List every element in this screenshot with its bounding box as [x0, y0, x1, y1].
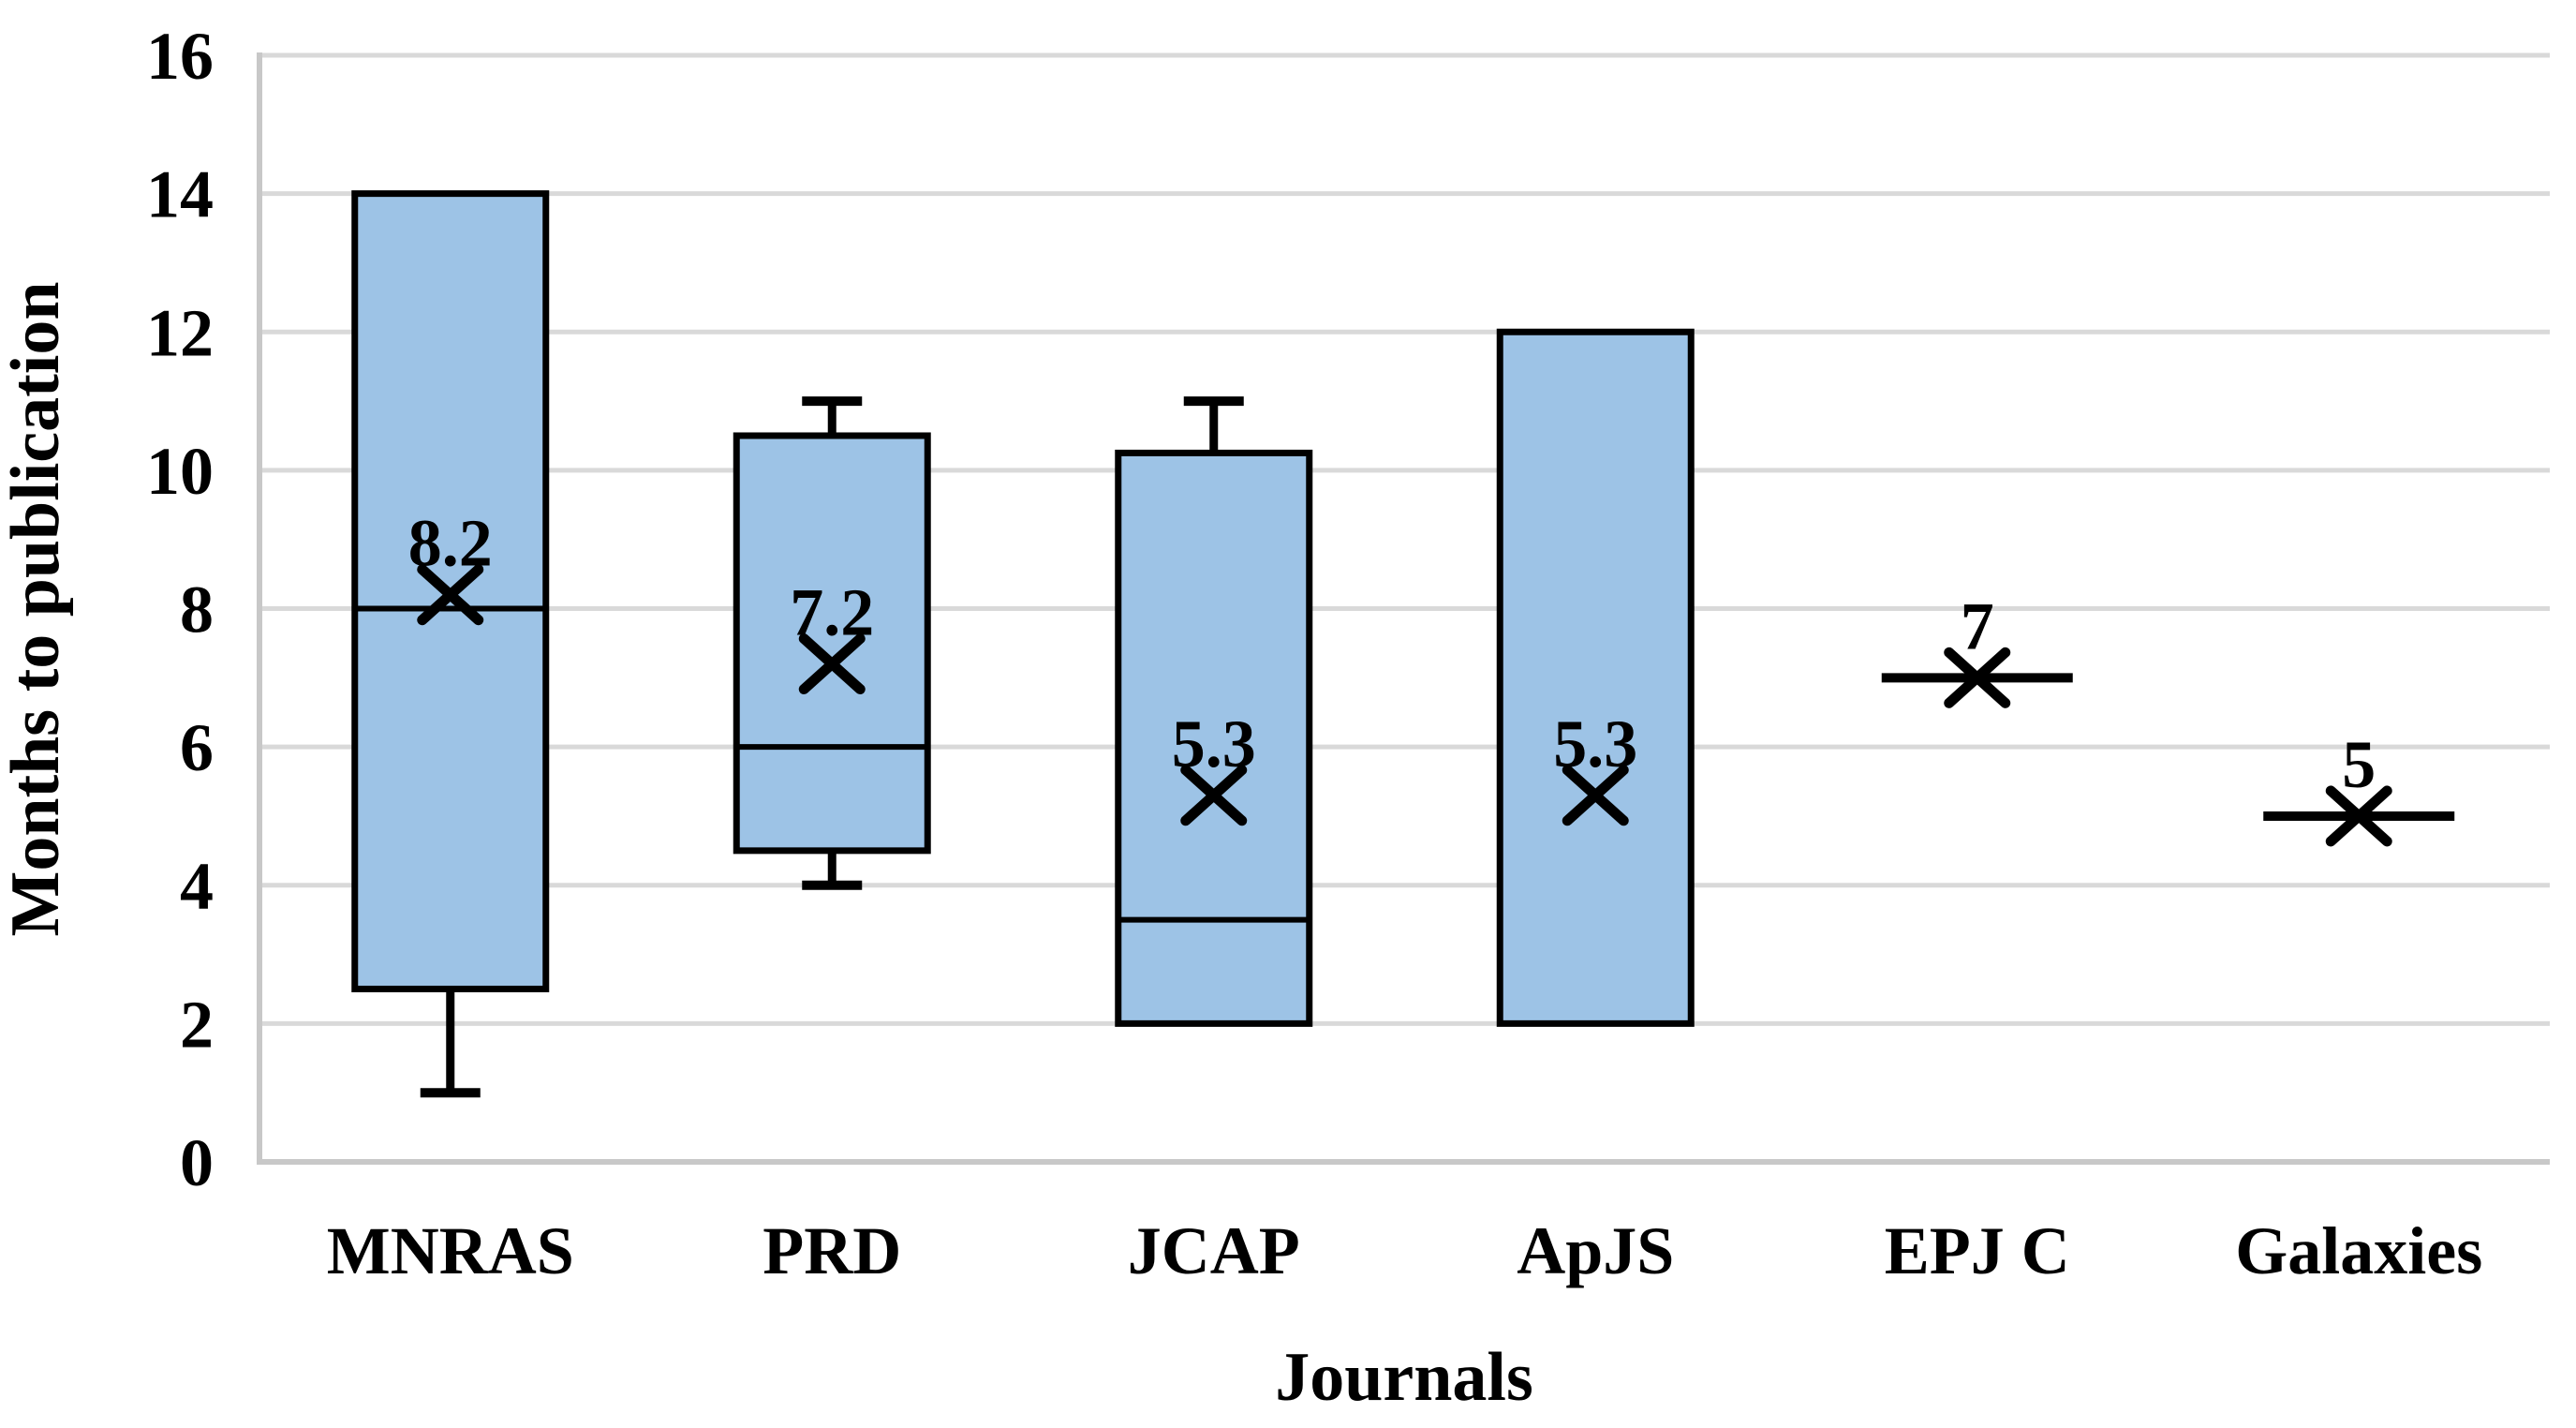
y-tick-label: 0: [180, 1125, 214, 1200]
mean-x-marker: [798, 633, 866, 695]
labels-layer: 0 2 4 6 8 10 12 14 16 8.2 MNRAS 7.2 PRD 5.3 JCAP 5.3 ApJ…: [146, 19, 2482, 1288]
box-group-jcap: [1115, 396, 1313, 1027]
x-category-label: PRD: [762, 1213, 901, 1288]
y-tick-label: 14: [146, 157, 214, 232]
y-tick-label: 4: [180, 849, 214, 924]
mean-value-label: 7: [1961, 588, 1994, 663]
x-category-label: ApJS: [1517, 1213, 1674, 1288]
y-tick-label: 12: [146, 295, 214, 370]
box-rect: [1115, 449, 1313, 1027]
box-group-galaxies: [2263, 785, 2455, 847]
mean-x-marker: [1562, 765, 1629, 826]
mean-value-label: 5.3: [1553, 707, 1637, 781]
axes-layer: [257, 52, 2550, 1165]
box-group-prd: [733, 396, 931, 890]
mean-x-marker: [2325, 785, 2392, 847]
boxplot-marks-layer: [351, 190, 2455, 1098]
box-rect: [1496, 328, 1695, 1027]
x-category-label: Galaxies: [2235, 1213, 2482, 1288]
x-category-label: JCAP: [1128, 1213, 1300, 1288]
y-tick-label: 16: [146, 19, 214, 94]
x-category-label: MNRAS: [327, 1213, 574, 1288]
gridlines-layer: [259, 52, 2550, 1026]
box-group-apjs: [1496, 328, 1695, 1027]
y-tick-label: 10: [146, 434, 214, 509]
mean-x-marker: [417, 564, 484, 626]
y-tick-label: 6: [180, 710, 214, 785]
mean-x-marker: [1944, 647, 2011, 708]
mean-value-label: 5.3: [1172, 707, 1256, 781]
mean-value-label: 5: [2342, 727, 2376, 802]
x-category-label: EPJ C: [1885, 1213, 2070, 1288]
box-group-mnras: [351, 190, 550, 1098]
y-axis-title: Months to publication: [0, 281, 74, 936]
box-group-epj-c: [1881, 647, 2073, 708]
mean-value-label: 7.2: [790, 575, 874, 650]
x-axis-title: Journals: [1275, 1339, 1533, 1416]
y-tick-label: 8: [180, 573, 214, 647]
mean-x-marker: [1180, 765, 1248, 826]
y-tick-label: 2: [180, 987, 214, 1062]
mean-value-label: 8.2: [408, 506, 493, 581]
